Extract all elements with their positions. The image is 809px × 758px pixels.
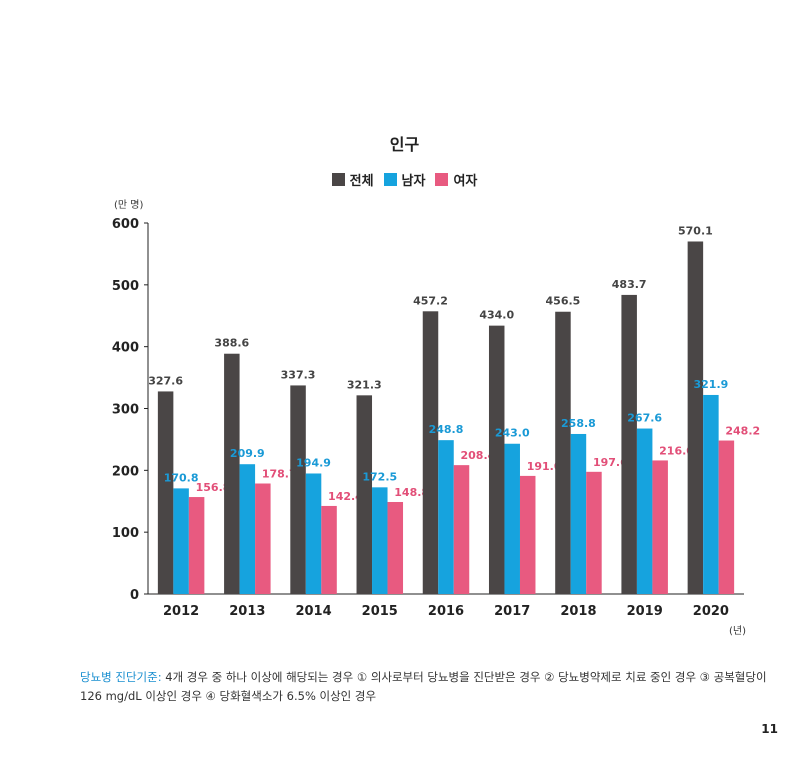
- x-tick-label: 2015: [362, 604, 398, 619]
- legend-swatch-male: [383, 173, 397, 186]
- y-tick-label: 500: [112, 279, 139, 294]
- x-tick-label: 2014: [295, 604, 331, 619]
- bar-여자-2017: [519, 475, 536, 594]
- data-label-남자-2013: 209.9: [230, 447, 265, 460]
- bar-여자-2013: [255, 483, 271, 594]
- data-label-여자-2018: 197.6: [593, 456, 628, 469]
- data-label-전체-2019: 483.7: [612, 278, 647, 291]
- bar-전체-2017: [488, 325, 505, 594]
- data-label-여자-2013: 178.7: [262, 468, 297, 481]
- legend-swatch-female: [435, 173, 449, 186]
- footnote-label: 당뇨병 진단기준:: [80, 670, 162, 684]
- bar-여자-2014: [321, 505, 337, 594]
- bar-전체-2018: [555, 311, 571, 594]
- data-label-남자-2018: 258.8: [561, 417, 596, 430]
- data-label-남자-2014: 194.9: [296, 456, 331, 469]
- bar-남자-2016: [438, 440, 454, 594]
- chart-legend: 전체 남자 여자: [0, 170, 809, 189]
- bar-남자-2018: [570, 433, 587, 594]
- bar-전체-2016: [422, 311, 439, 594]
- data-label-여자-2012: 156.8: [196, 481, 231, 494]
- data-label-전체-2018: 456.5: [546, 295, 581, 308]
- data-label-전체-2012: 327.6: [148, 374, 183, 387]
- chart-title: 인구: [389, 135, 420, 154]
- bar-전체-2014: [290, 385, 306, 594]
- legend-item-male: 남자: [383, 170, 426, 189]
- y-tick-label: 400: [112, 341, 139, 356]
- bar-남자-2019: [636, 428, 653, 594]
- bar-여자-2020: [718, 440, 735, 594]
- data-label-여자-2016: 208.4: [461, 449, 496, 462]
- x-tick-label: 2018: [560, 604, 596, 619]
- bar-전체-2019: [621, 294, 637, 594]
- x-tick-label: 2019: [627, 604, 663, 619]
- data-label-전체-2015: 321.3: [347, 378, 382, 391]
- bar-전체-2015: [356, 395, 373, 594]
- y-tick-label: 0: [130, 588, 139, 603]
- x-axis-unit-label: (년): [729, 625, 746, 637]
- x-tick-label: 2012: [163, 604, 199, 619]
- bar-남자-2012: [173, 488, 189, 594]
- y-tick-label: 300: [112, 403, 139, 418]
- legend-label-male: 남자: [401, 174, 426, 189]
- data-label-남자-2017: 243.0: [495, 427, 530, 440]
- bar-전체-2012: [157, 391, 174, 594]
- bar-남자-2013: [239, 464, 256, 594]
- data-label-남자-2016: 248.8: [429, 423, 464, 436]
- bar-여자-2016: [453, 465, 470, 594]
- footnote-text: 4개 경우 중 하나 이상에 해당되는 경우 ① 의사로부터 당뇨병을 진단받은…: [80, 670, 767, 703]
- bar-여자-2012: [188, 497, 205, 594]
- data-label-여자-2014: 142.4: [328, 490, 363, 503]
- data-label-남자-2019: 267.6: [627, 412, 662, 425]
- bar-남자-2020: [703, 394, 719, 594]
- data-label-전체-2014: 337.3: [281, 368, 316, 381]
- data-label-여자-2020: 248.2: [725, 425, 760, 438]
- y-tick-label: 600: [112, 217, 139, 232]
- bar-전체-2020: [687, 241, 704, 594]
- legend-label-total: 전체: [349, 174, 374, 189]
- legend-swatch-total: [331, 173, 345, 186]
- page-number: 11: [761, 722, 778, 736]
- bar-전체-2013: [224, 353, 240, 594]
- bar-여자-2019: [652, 460, 668, 594]
- legend-item-total: 전체: [331, 170, 374, 189]
- footnote: 당뇨병 진단기준: 4개 경우 중 하나 이상에 해당되는 경우 ① 의사로부터…: [80, 668, 780, 706]
- x-tick-label: 2013: [229, 604, 265, 619]
- data-label-여자-2015: 148.8: [394, 486, 429, 499]
- data-label-남자-2012: 170.8: [164, 471, 199, 484]
- bar-남자-2015: [372, 487, 388, 594]
- legend-label-female: 여자: [453, 174, 478, 189]
- y-tick-label: 100: [112, 526, 139, 541]
- data-label-남자-2020: 321.9: [693, 378, 728, 391]
- data-label-여자-2019: 216.0: [659, 444, 694, 457]
- bar-여자-2015: [387, 501, 404, 594]
- data-label-여자-2017: 191.0: [527, 460, 562, 473]
- bar-남자-2017: [504, 443, 520, 594]
- bar-여자-2018: [586, 471, 602, 594]
- bar-chart: (만 명) (년) 0100200300400500600327.6170.81…: [112, 199, 760, 637]
- data-label-전체-2013: 388.6: [214, 337, 249, 350]
- x-tick-label: 2020: [693, 604, 729, 619]
- bar-남자-2014: [305, 473, 322, 594]
- x-tick-label: 2017: [494, 604, 530, 619]
- x-tick-label: 2016: [428, 604, 464, 619]
- y-axis-unit-label: (만 명): [114, 199, 143, 211]
- data-label-남자-2015: 172.5: [362, 470, 397, 483]
- y-tick-label: 200: [112, 464, 139, 479]
- data-label-전체-2016: 457.2: [413, 294, 448, 307]
- data-label-전체-2017: 434.0: [479, 309, 514, 322]
- data-label-전체-2020: 570.1: [678, 224, 713, 237]
- legend-item-female: 여자: [435, 170, 477, 189]
